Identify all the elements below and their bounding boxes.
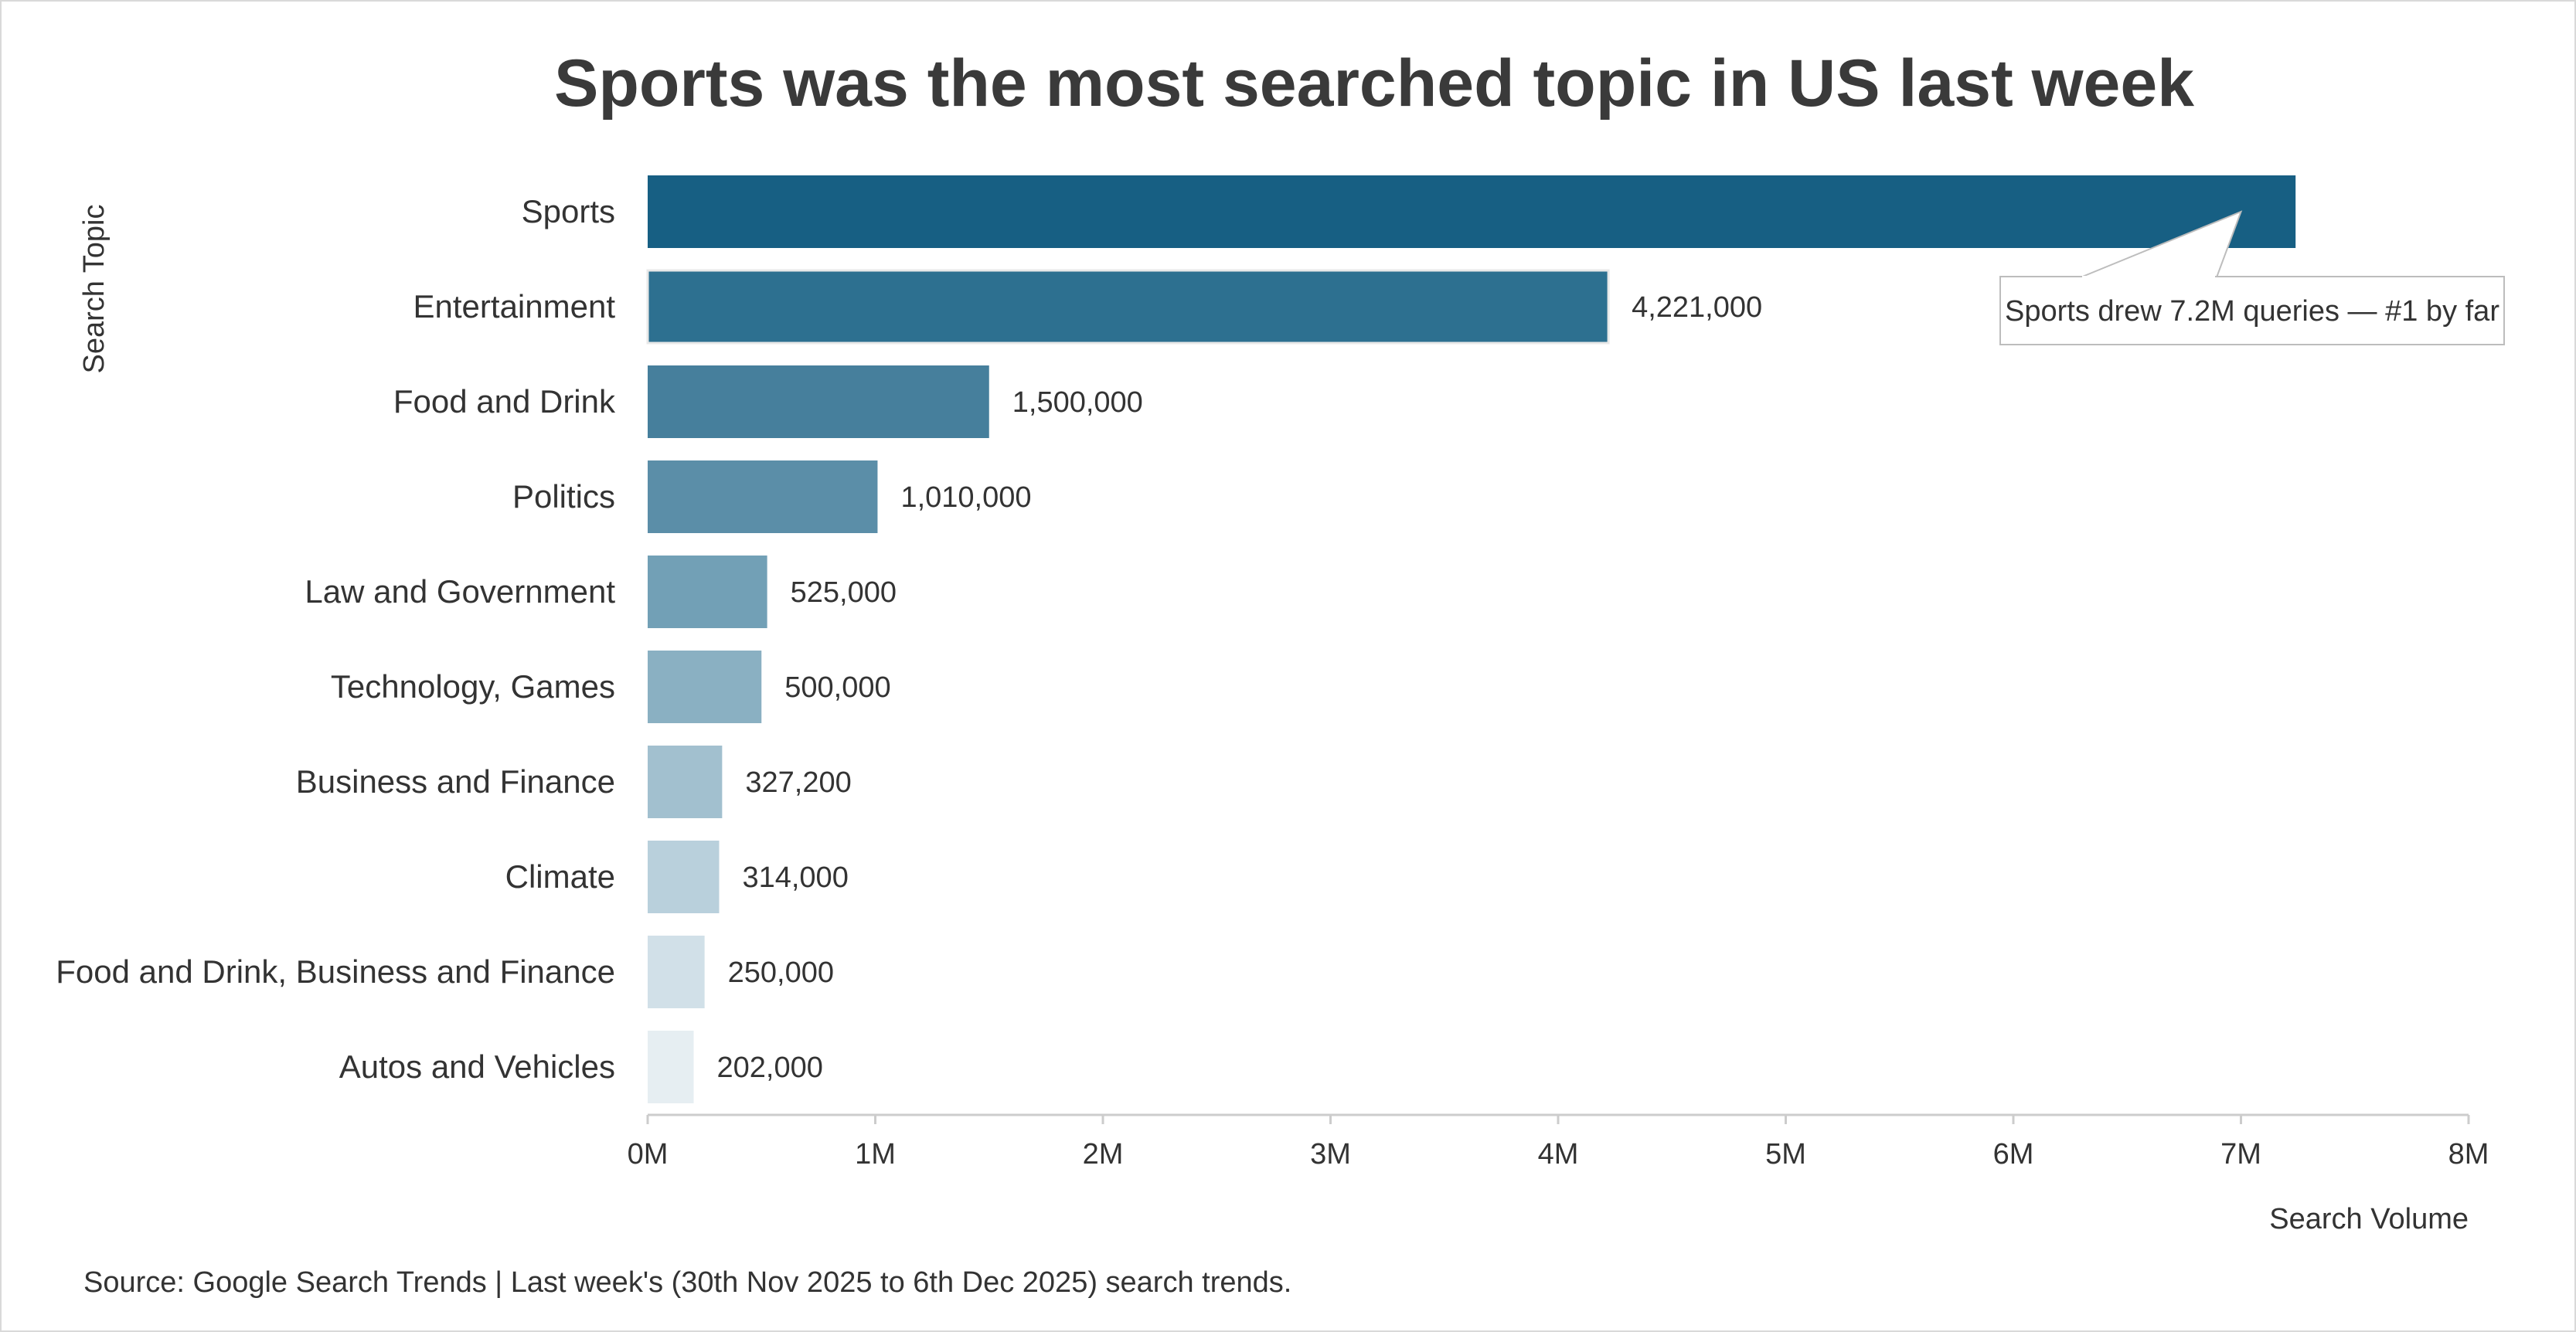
bar xyxy=(648,1031,694,1103)
source-note: Source: Google Search Trends | Last week… xyxy=(83,1266,1291,1299)
bars-group: Sports Entertainment 4,221,000 Food and Dri… xyxy=(56,175,2296,1103)
data-label: 250,000 xyxy=(728,957,834,989)
data-label: 327,200 xyxy=(745,766,851,799)
data-label: 1,010,000 xyxy=(900,481,1031,514)
x-tick-label: 3M xyxy=(1310,1138,1351,1171)
bar xyxy=(646,269,1610,345)
data-label: 4,221,000 xyxy=(1632,291,1762,324)
annotation-box xyxy=(1999,276,2505,345)
bar xyxy=(648,556,767,628)
category-label: Sports xyxy=(522,193,615,229)
bar xyxy=(648,460,878,533)
chart-title: Sports was the most searched topic in US… xyxy=(554,46,2194,121)
x-tick-label: 4M xyxy=(1538,1138,1579,1171)
x-tick-label: 1M xyxy=(855,1138,896,1171)
category-label: Food and Drink xyxy=(393,383,616,420)
bar xyxy=(648,746,723,818)
annotation-callout: Sports drew 7.2M queries — #1 by far xyxy=(1999,210,2505,345)
category-label: Technology, Games xyxy=(331,668,615,705)
category-label: Autos and Vehicles xyxy=(339,1048,615,1085)
category-label: Entertainment xyxy=(413,288,616,325)
x-tick-label: 5M xyxy=(1765,1138,1806,1171)
bar xyxy=(648,841,720,913)
bar xyxy=(648,365,989,438)
category-label: Food and Drink, Business and Finance xyxy=(56,953,615,990)
annotation-text: Sports drew 7.2M queries — #1 by far xyxy=(2005,295,2499,328)
y-axis-title: Search Topic xyxy=(78,205,111,374)
data-label: 1,500,000 xyxy=(1012,386,1143,419)
bar xyxy=(648,936,705,1008)
category-label: Politics xyxy=(512,478,615,515)
x-tick-label: 2M xyxy=(1083,1138,1124,1171)
data-label: 202,000 xyxy=(716,1052,822,1084)
category-label: Business and Finance xyxy=(296,763,615,800)
x-tick-label: 0M xyxy=(628,1138,669,1171)
data-label: 500,000 xyxy=(784,671,890,704)
category-label: Law and Government xyxy=(305,573,615,610)
x-tick-label: 8M xyxy=(2448,1138,2489,1171)
x-axis-ticks: 0M 1M 2M 3M 4M 5M 6M 7M 8M xyxy=(628,1115,2489,1171)
x-tick-label: 6M xyxy=(1993,1138,2034,1171)
category-label: Climate xyxy=(505,858,615,895)
x-tick-label: 7M xyxy=(2220,1138,2261,1171)
bar xyxy=(648,175,2296,248)
x-axis-title: Search Volume xyxy=(2269,1203,2469,1235)
data-label: 525,000 xyxy=(791,576,897,609)
bar xyxy=(648,651,762,723)
data-label: 314,000 xyxy=(742,861,848,894)
annotation-seam xyxy=(2082,276,2215,279)
